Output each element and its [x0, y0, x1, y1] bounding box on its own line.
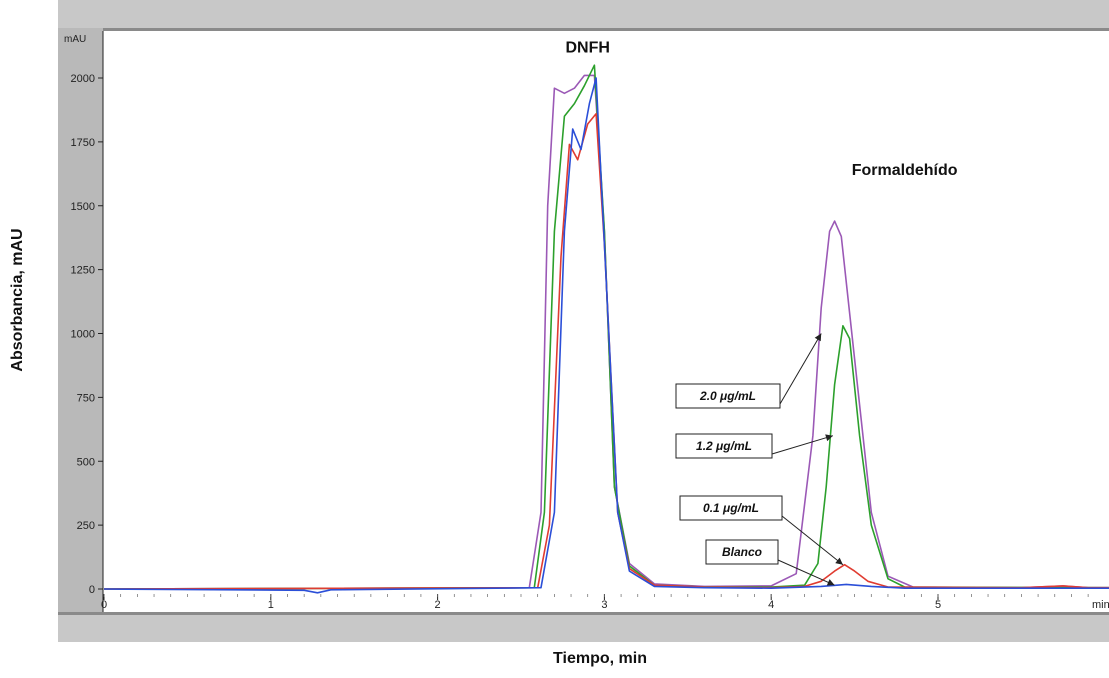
x-tick-label: 2	[435, 599, 441, 611]
y-tick-label: 250	[77, 520, 95, 532]
y-tick-label: 1000	[71, 329, 95, 341]
annotation-box	[679, 495, 783, 521]
x-tick-label: 4	[768, 599, 774, 611]
x-tick-label: 5	[935, 599, 941, 611]
y-axis-title: Absorbancia, mAU	[9, 228, 26, 372]
y-tick-label: 1750	[71, 137, 95, 149]
peak-label: DNFH	[566, 39, 610, 56]
y-tick-label: 2000	[71, 73, 95, 85]
annotation-arrow	[771, 435, 834, 455]
annotation-arrow	[777, 559, 835, 586]
y-tick-label: 1500	[71, 201, 95, 213]
annotation-arrowhead	[826, 579, 835, 586]
annotation-label: 0.1 μg/mL	[703, 501, 759, 515]
peak-label: Formaldehído	[852, 162, 958, 179]
annotation-arrowhead	[835, 557, 843, 565]
x-unit-label: min	[1092, 599, 1109, 611]
annotation-box	[675, 433, 773, 459]
annotation-box	[705, 539, 779, 565]
annotation-arrowhead	[825, 434, 833, 442]
annotation-label: 2.0 μg/mL	[699, 389, 756, 403]
y-tick-label: 500	[77, 456, 95, 468]
series-line-3	[103, 77, 1109, 594]
annotation-arrowhead	[814, 333, 822, 342]
x-tick-label: 1	[268, 599, 274, 611]
annotation-label: Blanco	[722, 545, 762, 559]
y-unit-label: mAU	[64, 34, 86, 45]
series-line-0	[103, 74, 1109, 590]
y-tick-label: 750	[77, 392, 95, 404]
y-tick-label: 1250	[71, 265, 95, 277]
annotation-box	[675, 383, 781, 409]
annotation-arrow	[781, 515, 844, 566]
x-tick-label: 3	[601, 599, 607, 611]
annotation-label: 1.2 μg/mL	[696, 439, 752, 453]
x-axis-title: Tiempo, min	[553, 650, 647, 667]
y-tick-label: 0	[89, 584, 95, 596]
x-tick-label: 0	[101, 599, 107, 611]
annotation-arrow	[779, 333, 822, 405]
